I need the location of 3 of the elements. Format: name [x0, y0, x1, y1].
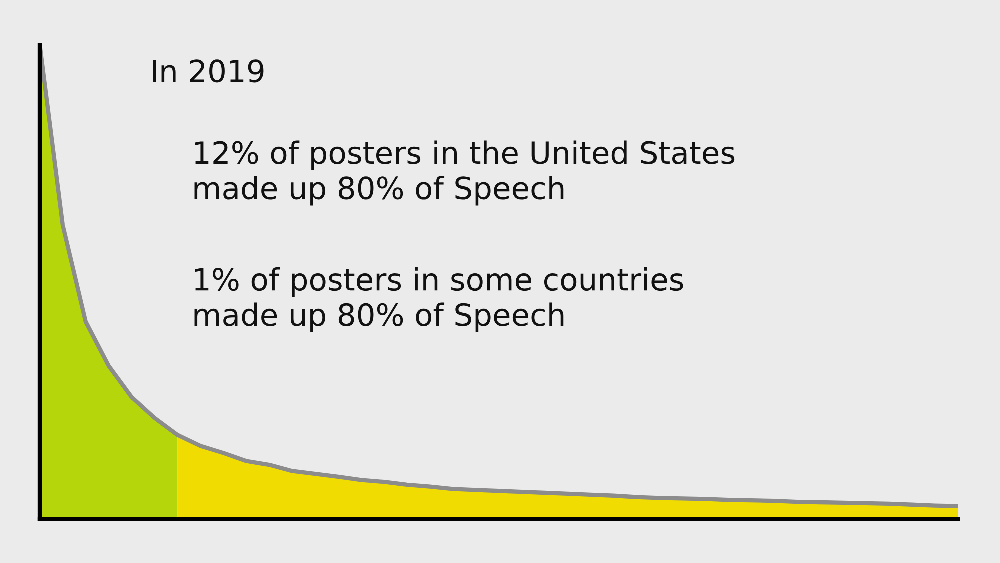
annotation: In 2019: [153, 60, 264, 83]
annotation: 1% of posters in some countries made up 80% of Speech: [194, 267, 684, 332]
annotation: 12% of posters in the United States made up 80% of Speech: [194, 140, 735, 206]
